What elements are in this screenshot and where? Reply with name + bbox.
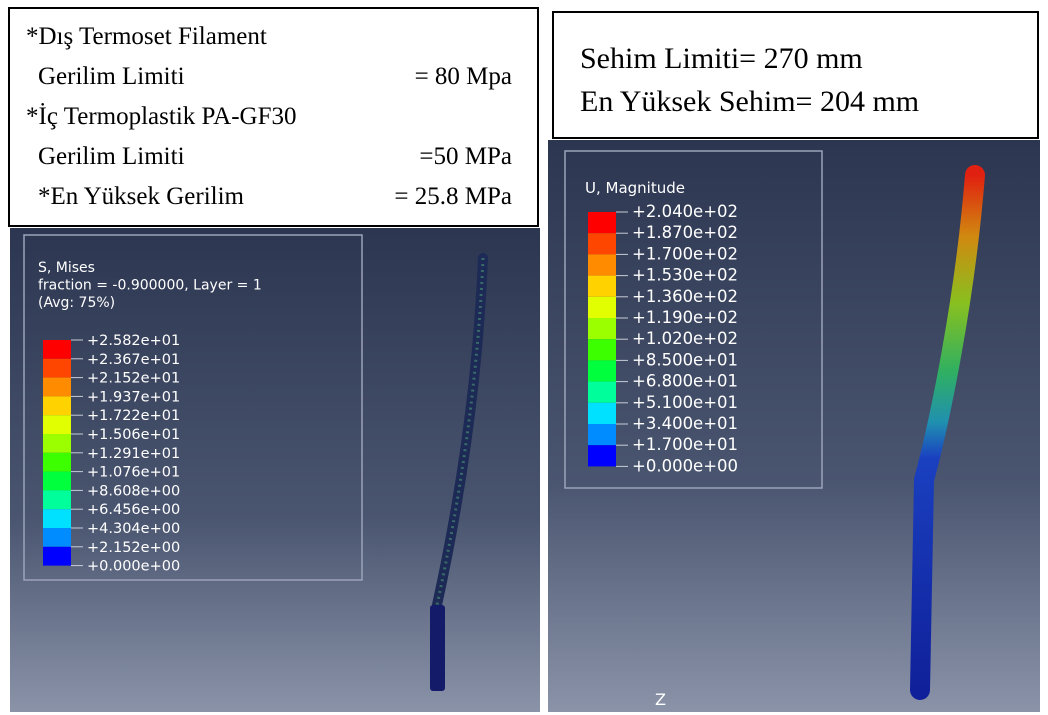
legend-swatch (588, 424, 616, 445)
legend-label: +8.500e+01 (632, 350, 738, 369)
legend-label: +1.870e+02 (632, 223, 738, 242)
note-value: = 25.8 MPa (394, 183, 512, 210)
legend-label: +1.506e+01 (87, 427, 180, 443)
legend-label: +1.937e+01 (87, 389, 180, 405)
legend-swatch (588, 382, 616, 403)
legend-label: +2.040e+02 (632, 202, 738, 221)
legend-label: +1.530e+02 (632, 266, 738, 285)
legend-swatch (588, 233, 616, 254)
legend-swatch (43, 396, 71, 415)
legend-label: +4.304e+00 (87, 521, 180, 537)
legend-label: +1.190e+02 (632, 308, 738, 327)
legend-label: +2.152e+01 (87, 371, 180, 387)
note-value: =50 MPa (419, 143, 512, 170)
beam-base (430, 605, 445, 691)
legend-label: +8.608e+00 (87, 483, 180, 499)
legend-swatch (43, 472, 71, 491)
legend-swatch (43, 340, 71, 359)
legend-title: U, Magnitude (585, 179, 685, 197)
note-label: Gerilim Limiti (38, 63, 185, 90)
note-label: Gerilim Limiti (38, 143, 185, 170)
legend-label: +2.152e+00 (87, 540, 180, 556)
legend-label: +0.000e+00 (632, 456, 738, 475)
legend-swatch (43, 490, 71, 509)
legend-swatch (588, 254, 616, 275)
legend-swatch (588, 212, 616, 233)
legend-label: +6.800e+01 (632, 372, 738, 391)
legend-title: fraction = -0.900000, Layer = 1 (38, 278, 262, 294)
note-line: En Yüksek Sehim= 204 mm (580, 85, 919, 118)
legend-swatch (43, 359, 71, 378)
legend-swatch (43, 528, 71, 547)
legend-label: +3.400e+01 (632, 414, 738, 433)
legend-title: S, Mises (38, 260, 95, 276)
note-label: *Dış Termoset Filament (26, 23, 267, 50)
legend-label: +1.360e+02 (632, 287, 738, 306)
legend-label: +1.076e+01 (87, 465, 180, 481)
legend-label: +1.020e+02 (632, 329, 738, 348)
legend-label: +2.367e+01 (87, 352, 180, 368)
legend-swatch (588, 360, 616, 381)
legend-label: +2.582e+01 (87, 333, 180, 349)
legend-swatch (588, 339, 616, 360)
legend-label: +1.700e+02 (632, 244, 738, 263)
axis-label: Z (655, 690, 666, 709)
legend-swatch (588, 276, 616, 297)
legend-swatch (43, 453, 71, 472)
legend-swatch (588, 318, 616, 339)
legend-label: +1.700e+01 (632, 435, 738, 454)
note-box (553, 12, 1038, 138)
legend-label: +0.000e+00 (87, 559, 180, 575)
legend-label: +6.456e+00 (87, 502, 180, 518)
legend-swatch (588, 445, 616, 466)
legend-title: (Avg: 75%) (38, 295, 115, 311)
note-label: *En Yüksek Gerilim (38, 183, 245, 210)
note-value: = 80 Mpa (415, 63, 512, 90)
legend-swatch (43, 378, 71, 397)
note-line: Sehim Limiti= 270 mm (580, 42, 863, 75)
note-label: *İç Termoplastik PA-GF30 (26, 103, 296, 130)
legend-swatch (43, 509, 71, 528)
legend-swatch (588, 403, 616, 424)
legend-swatch (43, 415, 71, 434)
legend-swatch (43, 434, 71, 453)
legend-label: +5.100e+01 (632, 393, 738, 412)
legend-label: +1.291e+01 (87, 446, 180, 462)
figure: *Dış Termoset Filament Gerilim Limiti = 80… (0, 0, 1048, 715)
legend-swatch (588, 297, 616, 318)
legend-label: +1.722e+01 (87, 408, 180, 424)
legend-swatch (43, 547, 71, 566)
